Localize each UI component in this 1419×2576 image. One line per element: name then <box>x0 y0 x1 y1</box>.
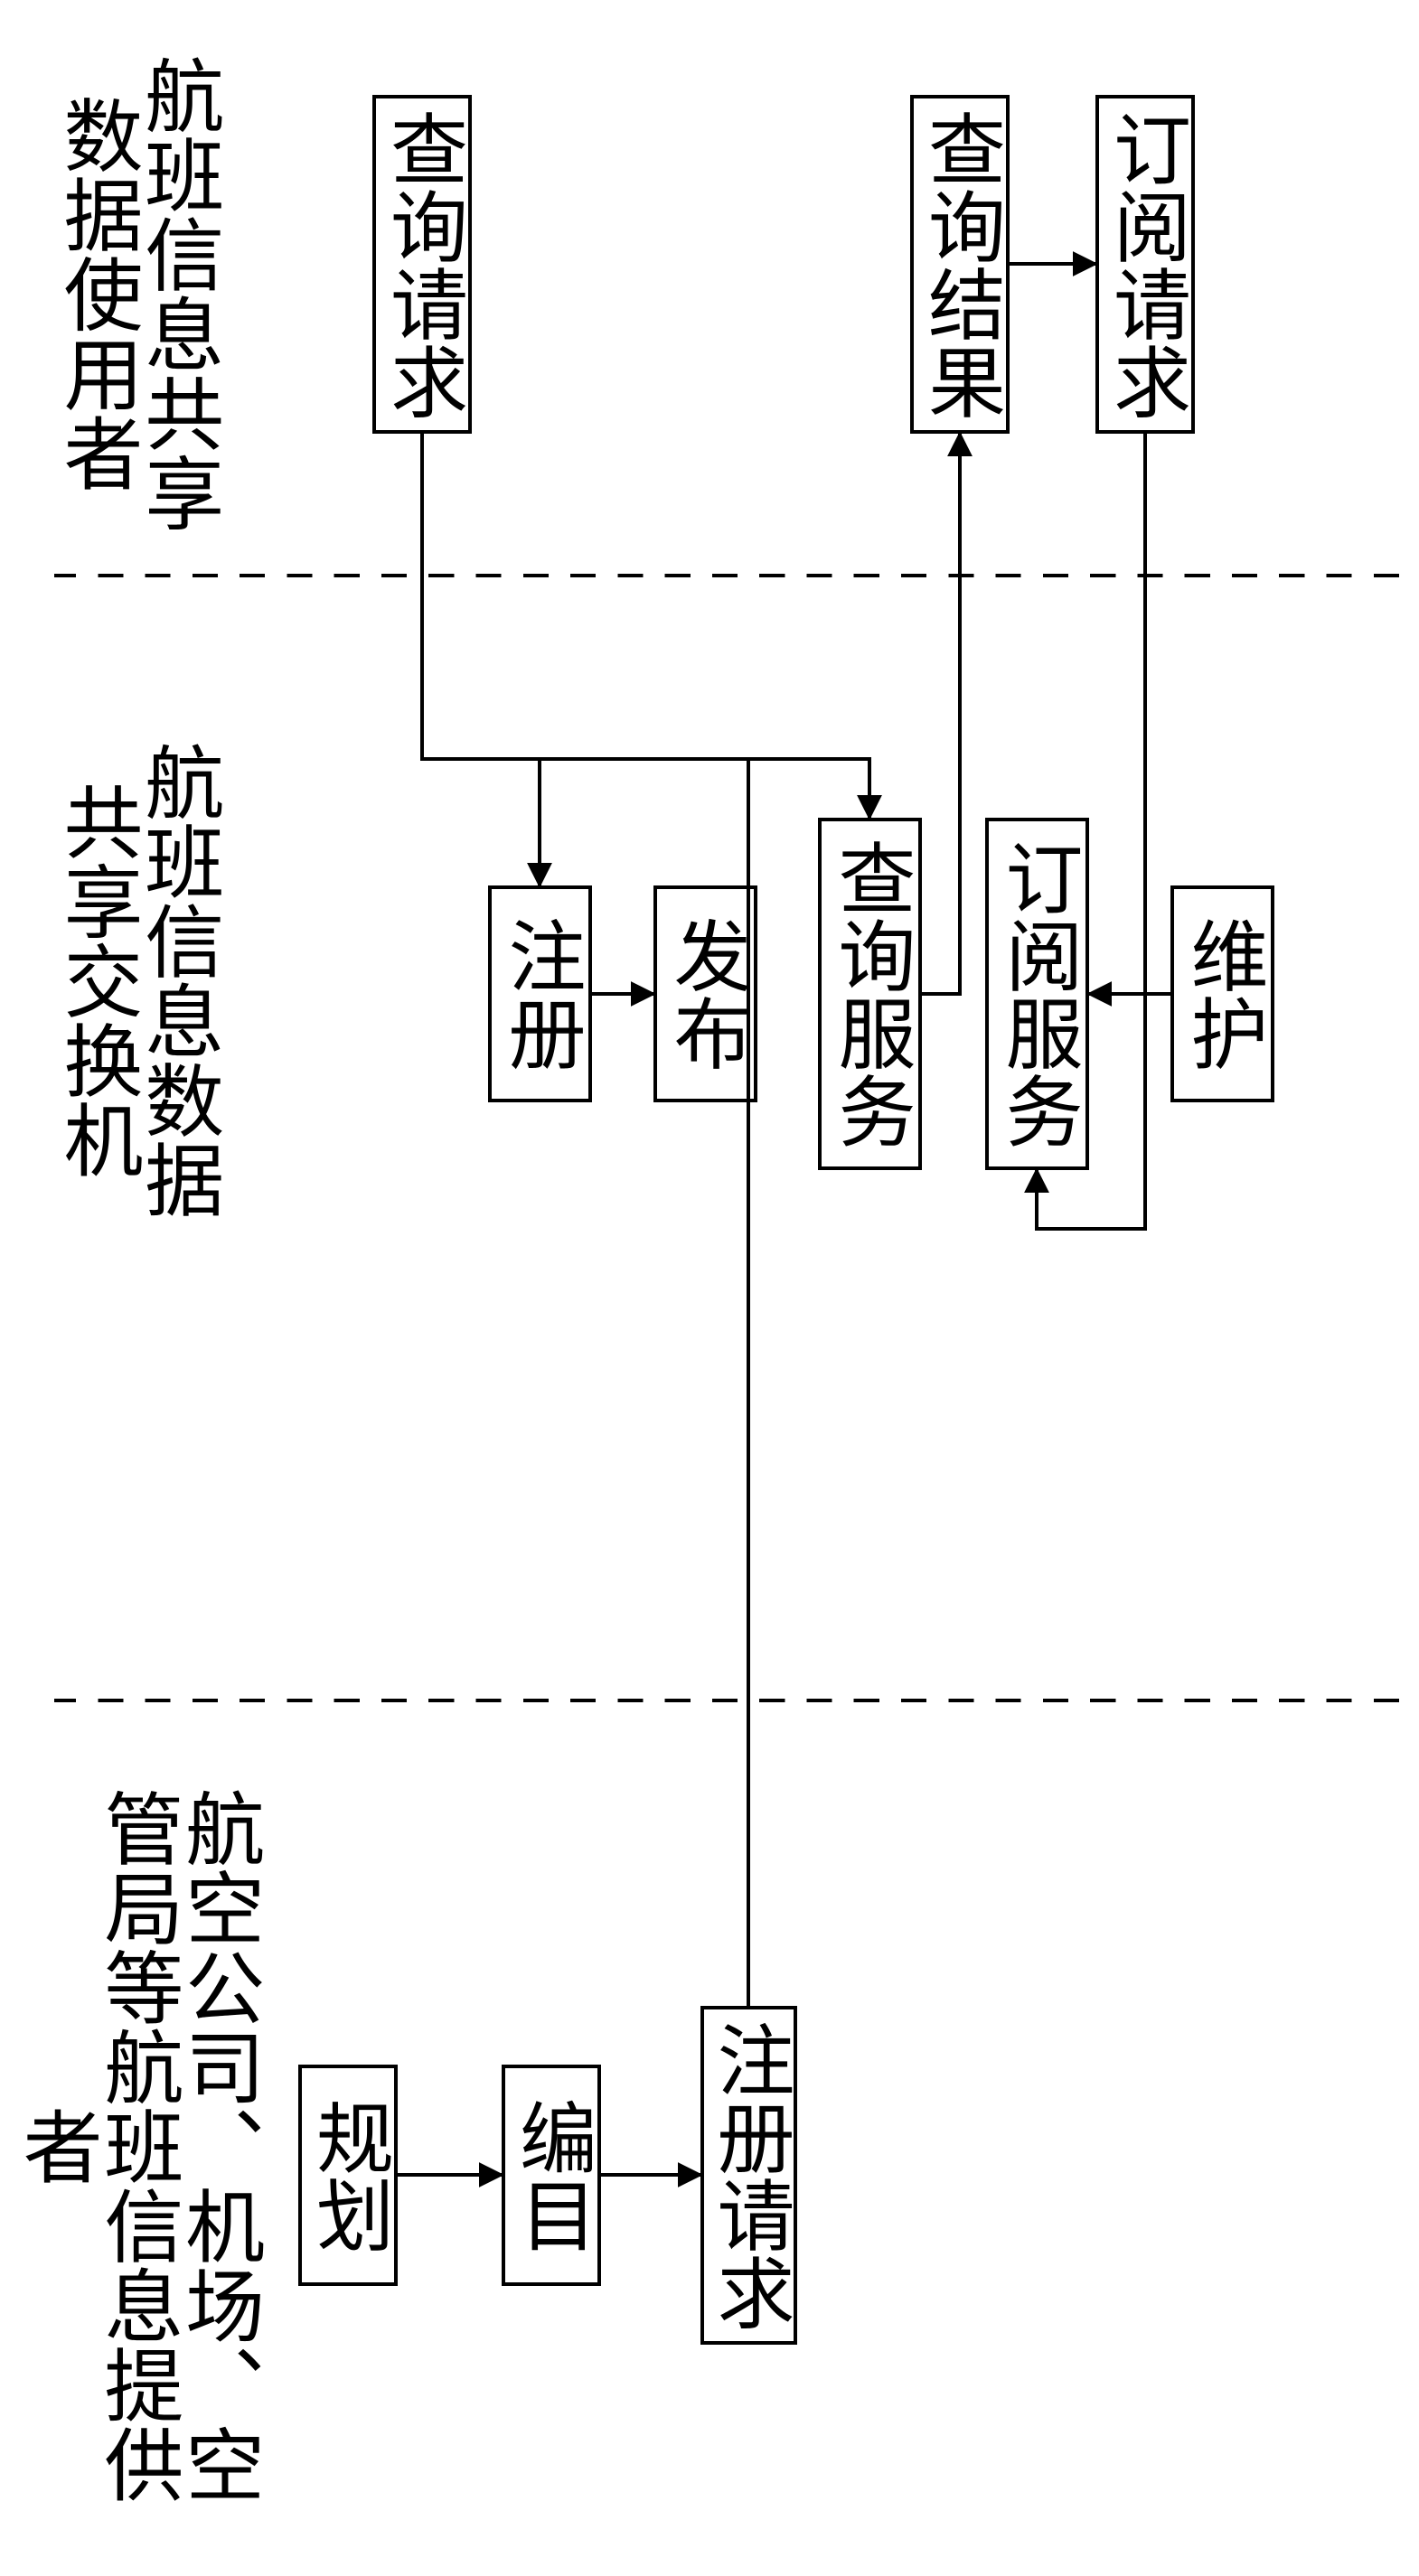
query-service-label: 查询服务 <box>813 838 926 1149</box>
lane-label-exchange: 航班信息数据共享交换机 <box>54 736 217 1224</box>
query-request-label: 查询请求 <box>366 109 479 420</box>
lane-label-consumers: 航班信息共享数据使用者 <box>54 50 217 538</box>
lane-divider-bottom <box>54 1699 1410 1702</box>
lane-divider-top <box>54 574 1410 577</box>
query-request-box: 查询请求 <box>372 95 472 434</box>
register-label: 注册 <box>484 916 597 1072</box>
publish-label: 发布 <box>649 916 762 1072</box>
publish-box: 发布 <box>653 885 757 1102</box>
lane-exchange-text: 航班信息数据共享交换机 <box>54 736 217 1224</box>
conn-queryreq-querysvc <box>422 434 869 818</box>
subscribe-request-box: 订阅请求 <box>1095 95 1195 434</box>
maintain-label: 维护 <box>1166 916 1279 1072</box>
subscribe-service-label: 订阅服务 <box>981 838 1094 1149</box>
catalog-box: 编目 <box>502 2065 601 2286</box>
query-result-label: 查询结果 <box>904 109 1017 420</box>
plan-box: 规划 <box>298 2065 398 2286</box>
subscribe-request-label: 订阅请求 <box>1089 109 1202 420</box>
lane-consumers-text: 航班信息共享数据使用者 <box>54 50 217 538</box>
plan-label: 规划 <box>292 2098 405 2253</box>
lane-providers-text: 航空公司、机场、空管局等航班信息提供者 <box>14 1753 257 2539</box>
lane-label-providers: 航空公司、机场、空管局等航班信息提供者 <box>54 1753 217 2539</box>
register-request-label: 注册请求 <box>692 2020 805 2331</box>
query-service-box: 查询服务 <box>818 818 922 1170</box>
maintain-box: 维护 <box>1170 885 1274 1102</box>
register-request-box: 注册请求 <box>700 2006 797 2345</box>
query-result-box: 查询结果 <box>910 95 1010 434</box>
conn-querysvc-queryres <box>922 434 960 994</box>
subscribe-service-box: 订阅服务 <box>985 818 1089 1170</box>
catalog-label: 编目 <box>495 2098 608 2253</box>
register-box: 注册 <box>488 885 592 1102</box>
